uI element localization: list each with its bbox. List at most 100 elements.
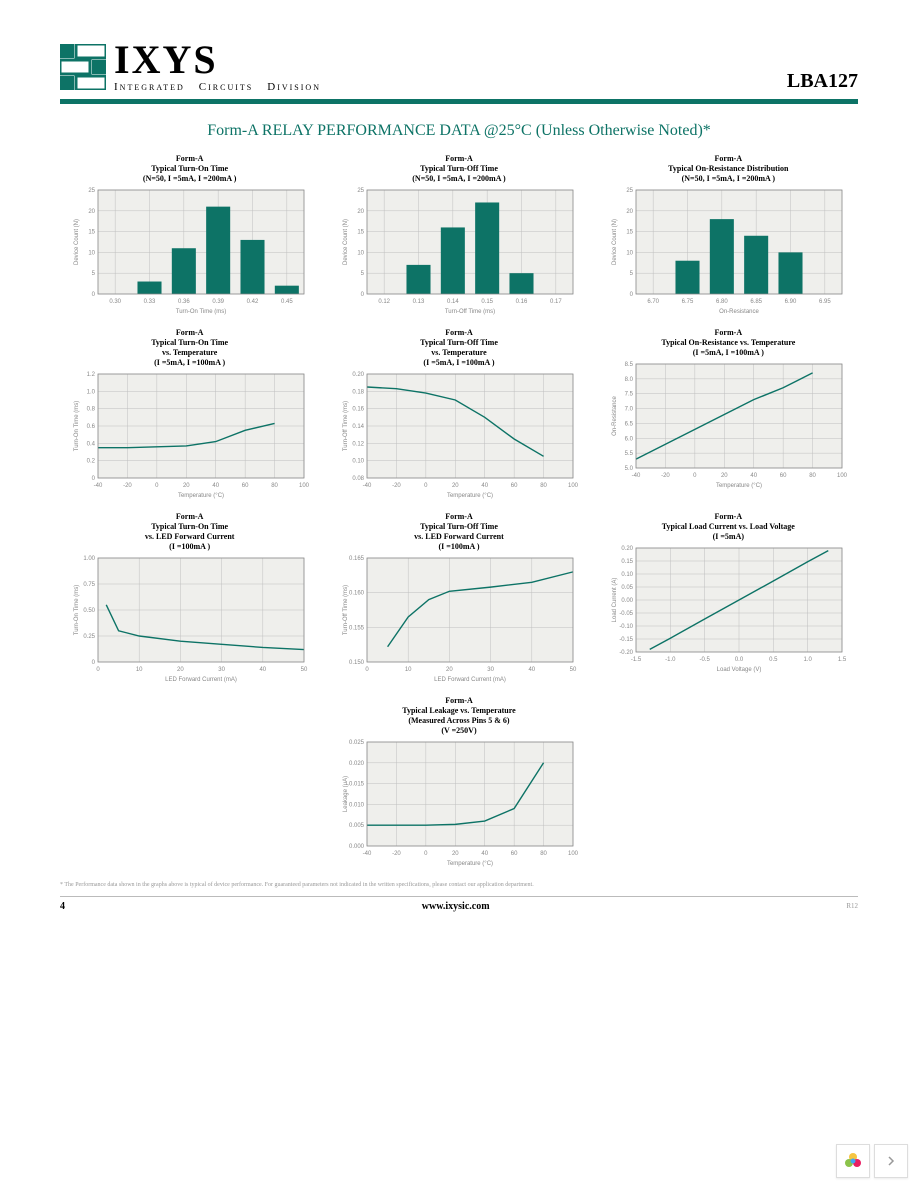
svg-text:0.165: 0.165 (349, 556, 365, 562)
svg-text:LED Forward Current (mA): LED Forward Current (mA) (434, 677, 506, 683)
svg-text:80: 80 (540, 851, 547, 857)
svg-text:15: 15 (627, 230, 634, 236)
svg-text:20: 20 (452, 851, 459, 857)
svg-text:80: 80 (271, 483, 278, 489)
svg-text:6.95: 6.95 (819, 299, 831, 305)
flower-icon[interactable] (836, 1144, 870, 1178)
svg-text:0: 0 (91, 476, 95, 482)
svg-text:-40: -40 (363, 483, 372, 489)
svg-text:20: 20 (721, 473, 728, 479)
floating-toolbar (836, 1144, 908, 1178)
svg-text:Device Count (N): Device Count (N) (74, 219, 80, 265)
svg-text:6.5: 6.5 (625, 421, 634, 427)
chart-title: Form-ATypical Turn-Off Timevs. LED Forwa… (334, 512, 584, 552)
svg-text:15: 15 (88, 230, 95, 236)
svg-text:0.16: 0.16 (516, 299, 528, 305)
svg-text:0.155: 0.155 (349, 625, 365, 631)
svg-text:8.5: 8.5 (625, 362, 634, 368)
chart-c6: Form-ATypical On-Resistance vs. Temperat… (603, 328, 853, 500)
svg-text:40: 40 (528, 667, 535, 673)
svg-text:0: 0 (424, 851, 428, 857)
svg-text:0.020: 0.020 (349, 761, 365, 767)
charts-grid: Form-ATypical Turn-On Time(N=50, I =5mA,… (60, 154, 858, 868)
svg-text:1.0: 1.0 (86, 389, 95, 395)
svg-text:-40: -40 (363, 851, 372, 857)
chart-c3: Form-ATypical On-Resistance Distribution… (603, 154, 853, 316)
svg-text:0: 0 (365, 667, 369, 673)
svg-text:60: 60 (511, 483, 518, 489)
chart-c1: Form-ATypical Turn-On Time(N=50, I =5mA,… (65, 154, 315, 316)
svg-text:0.33: 0.33 (143, 299, 155, 305)
svg-text:0.30: 0.30 (109, 299, 121, 305)
svg-text:60: 60 (780, 473, 787, 479)
svg-text:0.25: 0.25 (83, 634, 95, 640)
svg-text:10: 10 (405, 667, 412, 673)
footnote: * The Performance data shown in the grap… (60, 882, 858, 890)
svg-text:Device Count (N): Device Count (N) (612, 219, 618, 265)
svg-text:0.05: 0.05 (622, 585, 634, 591)
svg-text:10: 10 (357, 250, 364, 256)
svg-text:25: 25 (88, 188, 95, 194)
chart-c5: Form-ATypical Turn-Off Timevs. Temperatu… (334, 328, 584, 500)
svg-text:0.2: 0.2 (86, 459, 95, 465)
logo: IXYS INTEGRATED CIRCUITS DIVISION (60, 40, 321, 93)
svg-text:1.00: 1.00 (83, 556, 95, 562)
svg-text:-0.15: -0.15 (620, 637, 634, 643)
svg-text:60: 60 (241, 483, 248, 489)
svg-text:40: 40 (259, 667, 266, 673)
logo-mark-icon (60, 44, 106, 90)
svg-text:0.4: 0.4 (86, 441, 95, 447)
svg-text:25: 25 (627, 188, 634, 194)
svg-text:0.8: 0.8 (86, 407, 95, 413)
part-number: LBA127 (787, 70, 858, 93)
svg-text:Turn-On Time (ms): Turn-On Time (ms) (74, 585, 80, 635)
chart-c9: Form-ATypical Load Current vs. Load Volt… (603, 512, 853, 684)
chart-title: Form-ATypical Load Current vs. Load Volt… (603, 512, 853, 542)
svg-text:5: 5 (361, 271, 365, 277)
logo-name: IXYS (114, 40, 321, 80)
svg-text:-20: -20 (392, 483, 401, 489)
svg-text:Turn-On Time (ms): Turn-On Time (ms) (175, 309, 225, 315)
chart-title: Form-ATypical Turn-Off Time(N=50, I =5mA… (334, 154, 584, 184)
page-footer: 4 www.ixysic.com R12 (60, 896, 858, 912)
svg-text:0: 0 (155, 483, 159, 489)
svg-text:0: 0 (694, 473, 698, 479)
svg-text:0.50: 0.50 (83, 608, 95, 614)
chart-title: Form-ATypical Leakage vs. Temperature(Me… (334, 696, 584, 736)
svg-text:20: 20 (627, 209, 634, 215)
logo-tagline: INTEGRATED CIRCUITS DIVISION (114, 82, 321, 93)
next-icon[interactable] (874, 1144, 908, 1178)
svg-text:Temperature (°C): Temperature (°C) (447, 493, 493, 499)
svg-text:5.0: 5.0 (625, 466, 634, 472)
svg-text:0.005: 0.005 (349, 823, 365, 829)
svg-text:0: 0 (630, 292, 634, 298)
svg-text:0.17: 0.17 (550, 299, 562, 305)
svg-text:5: 5 (91, 271, 95, 277)
svg-text:-20: -20 (392, 851, 401, 857)
svg-text:6.70: 6.70 (648, 299, 660, 305)
svg-text:Leakage (μA): Leakage (μA) (343, 776, 349, 812)
svg-text:40: 40 (751, 473, 758, 479)
svg-text:0.18: 0.18 (352, 389, 364, 395)
svg-text:Turn-Off Time (ms): Turn-Off Time (ms) (445, 309, 495, 315)
svg-text:Load Current (A): Load Current (A) (612, 578, 618, 623)
svg-text:5: 5 (630, 271, 634, 277)
svg-text:0.45: 0.45 (281, 299, 293, 305)
svg-text:0.39: 0.39 (212, 299, 224, 305)
svg-text:0.12: 0.12 (352, 441, 364, 447)
svg-text:6.80: 6.80 (716, 299, 728, 305)
svg-text:0.160: 0.160 (349, 591, 365, 597)
svg-text:40: 40 (481, 483, 488, 489)
svg-text:0.10: 0.10 (352, 459, 364, 465)
svg-text:40: 40 (212, 483, 219, 489)
svg-text:0.14: 0.14 (447, 299, 459, 305)
svg-text:5.5: 5.5 (625, 451, 634, 457)
svg-text:25: 25 (357, 188, 364, 194)
svg-text:On-Resistance: On-Resistance (719, 309, 759, 315)
svg-text:Load Voltage (V): Load Voltage (V) (717, 667, 762, 673)
svg-text:0.6: 0.6 (86, 424, 95, 430)
svg-text:1.5: 1.5 (838, 657, 847, 663)
svg-text:20: 20 (357, 209, 364, 215)
svg-text:80: 80 (810, 473, 817, 479)
chart-c4: Form-ATypical Turn-On Timevs. Temperatur… (65, 328, 315, 500)
